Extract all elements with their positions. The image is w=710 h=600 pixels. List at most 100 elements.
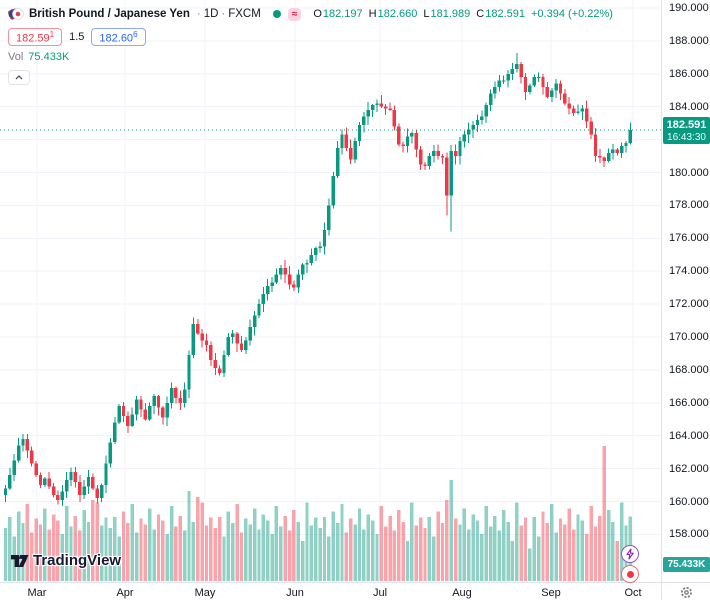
volume-bar — [388, 516, 392, 581]
candle-body — [217, 368, 222, 374]
price-tick-label: 166.000 — [669, 396, 709, 409]
tradingview-logo[interactable]: TradingView — [10, 552, 121, 569]
candle-body — [143, 409, 147, 420]
volume-bar — [392, 530, 397, 581]
chart-plot[interactable]: British Pound / Japanese Yen · 1D · FXCM ≈ … — [0, 0, 661, 582]
candle-body — [519, 63, 523, 78]
volume-bar — [126, 522, 130, 581]
volume-bar — [475, 520, 480, 581]
candle-body — [60, 491, 64, 500]
symbol-title[interactable]: British Pound / Japanese Yen — [29, 8, 190, 20]
volume-bar — [440, 522, 445, 581]
volume-bar — [226, 511, 231, 581]
volume-bar — [78, 530, 82, 581]
volume-bar — [270, 534, 274, 581]
volume-bar — [73, 516, 78, 581]
tradingview-logo-icon — [11, 554, 29, 567]
volume-bar — [510, 540, 515, 581]
volume-bar — [266, 520, 270, 581]
volume-bar — [152, 529, 156, 581]
volume-bar — [528, 548, 532, 581]
candle-body — [624, 142, 628, 147]
interval-label: 1D — [203, 8, 219, 20]
price-tick-label: 160.000 — [669, 495, 709, 508]
candle-body — [56, 494, 60, 500]
month-tick-label: Oct — [624, 587, 642, 599]
volume-bar — [117, 536, 121, 581]
market-open-dot-icon[interactable] — [272, 10, 281, 18]
gear-icon[interactable] — [680, 586, 693, 599]
volume-bar — [91, 499, 95, 581]
candle-body — [375, 103, 379, 105]
sell-price-button[interactable]: 182.591 — [8, 27, 63, 47]
volume-bar — [580, 520, 584, 581]
candle-body — [322, 230, 327, 247]
volume-bar — [209, 517, 213, 581]
candle-body — [38, 475, 43, 486]
candle-body — [344, 134, 349, 148]
candle-body — [523, 77, 528, 92]
volume-bar — [25, 504, 30, 582]
price-tick-label: 178.000 — [669, 199, 709, 212]
volume-bar — [366, 514, 370, 581]
separator-dot: · — [221, 8, 226, 20]
month-tick-label: Sep — [541, 587, 561, 599]
volume-bar — [462, 508, 467, 581]
candle-body — [593, 134, 598, 157]
volume-bar — [379, 505, 383, 581]
candle-body — [318, 246, 322, 249]
candle-body — [296, 274, 300, 288]
candle-body — [108, 442, 113, 464]
buy-price-button[interactable]: 182.606 — [91, 27, 146, 47]
volume-bar — [169, 505, 174, 581]
volume-bar — [340, 504, 344, 582]
volume-bar — [113, 516, 117, 581]
candle-body — [340, 134, 344, 148]
volume-bar — [327, 536, 331, 581]
candle-body — [301, 264, 305, 275]
exchange-label: FXCM — [228, 8, 261, 20]
volume-bar — [558, 518, 563, 581]
candle-body — [69, 471, 73, 481]
volume-bar — [16, 511, 21, 581]
candle-body — [95, 488, 99, 499]
candle-body — [270, 282, 274, 286]
price-tick-label: 190.000 — [669, 2, 709, 14]
volume-bar — [532, 516, 536, 581]
price-axis[interactable]: 158.000 160.000 162.000 164.000 166.000 168.0… — [661, 0, 710, 582]
volume-bar — [362, 529, 366, 581]
symbol-meta: · 1D · FXCM — [194, 8, 261, 20]
axis-settings-corner — [661, 582, 710, 600]
candle-body — [165, 402, 169, 418]
record-button[interactable] — [621, 565, 639, 583]
candle-body — [226, 337, 231, 356]
candle-body — [73, 471, 78, 482]
month-tick-label: Jun — [286, 587, 304, 599]
candle-body — [602, 157, 606, 161]
collapse-legend-button[interactable] — [8, 70, 30, 85]
candle-body — [397, 126, 401, 145]
tradingview-logo-text: TradingView — [33, 552, 122, 569]
volume-bar — [436, 511, 440, 581]
volume-bar — [292, 510, 296, 581]
volume-bar — [235, 504, 239, 582]
candle-body — [488, 93, 493, 105]
volume-bar — [401, 522, 405, 581]
delayed-data-badge-icon[interactable]: ≈ — [287, 7, 302, 21]
price-tick-label: 172.000 — [669, 298, 709, 311]
chart-legend: British Pound / Japanese Yen · 1D · FXCM ≈ … — [8, 5, 613, 85]
candle-body — [174, 388, 178, 398]
time-axis[interactable]: Mar Apr May Jun Jul Aug Sep Oct — [0, 582, 661, 600]
instant-order-button[interactable] — [621, 545, 639, 563]
volume-bar — [335, 522, 340, 581]
chevron-up-icon — [15, 75, 23, 80]
volume-bar — [432, 536, 436, 581]
volume-bar — [174, 526, 178, 581]
volume-bar — [139, 518, 143, 581]
volume-bar — [318, 528, 322, 581]
candle-body — [484, 105, 488, 117]
lightning-bolt-icon — [626, 548, 634, 560]
volume-bar — [344, 532, 349, 581]
volume-bar — [567, 508, 571, 581]
